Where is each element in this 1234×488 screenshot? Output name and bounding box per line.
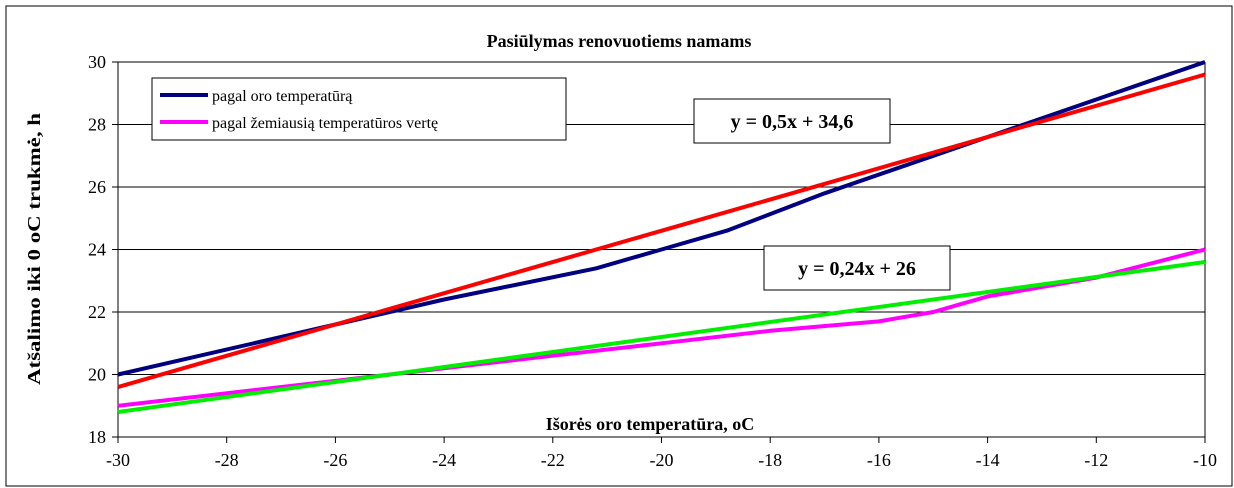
- x-axis-title: Išorės oro temperatūra, oC: [546, 414, 755, 434]
- x-tick-label: -10: [1193, 450, 1217, 470]
- x-tick-label: -14: [976, 450, 1000, 470]
- equation-box-1: [693, 98, 891, 144]
- x-tick-label: -12: [1084, 450, 1108, 470]
- ticks: 18 20 22 24 26 28 30 -30 -28 -26 -24 -22 -20 -18 -16 -1…: [88, 52, 1217, 470]
- x-tick-label: -28: [215, 450, 239, 470]
- x-tick-label: -22: [541, 450, 565, 470]
- y-tick-label: 18: [88, 427, 106, 447]
- equation-label-1: y = 0,5x + 34,6: [693, 98, 891, 144]
- legend-label-series-2: pagal žemiausią temperatūros vertę: [212, 115, 438, 132]
- chart-title: Pasiūlymas renovuotiems namams: [487, 31, 752, 51]
- y-tick-label: 24: [88, 240, 106, 260]
- equation-box-2: [763, 245, 951, 291]
- legend-box: [151, 77, 567, 141]
- x-tick-label: -16: [867, 450, 891, 470]
- equation-text-1: y = 0,5x + 34,6: [731, 111, 854, 133]
- x-tick-label: -30: [106, 450, 130, 470]
- series-line-4: [117, 260, 1206, 414]
- x-tick-label: -26: [323, 450, 347, 470]
- series-line-3: [117, 72, 1206, 389]
- x-tick-label: -24: [432, 450, 456, 470]
- y-tick-label: 30: [88, 52, 106, 72]
- x-tick-label: -20: [650, 450, 674, 470]
- y-tick-label: 26: [88, 177, 106, 197]
- x-tick-label: -18: [758, 450, 782, 470]
- legend: pagal oro temperatūrą pagal žemiausią te…: [151, 77, 567, 141]
- series: [117, 60, 1206, 414]
- y-tick-label: 20: [88, 365, 106, 385]
- equation-label-2: y = 0,24x + 26: [763, 245, 951, 291]
- y-tick-label: 22: [88, 302, 106, 322]
- legend-label-series-1: pagal oro temperatūrą: [212, 88, 353, 105]
- series-line-1: [117, 60, 1206, 377]
- equation-text-2: y = 0,24x + 26: [798, 258, 916, 280]
- y-axis-title: Atšalimo iki 0 oC trukmė, h: [24, 113, 44, 385]
- y-tick-label: 28: [88, 115, 106, 135]
